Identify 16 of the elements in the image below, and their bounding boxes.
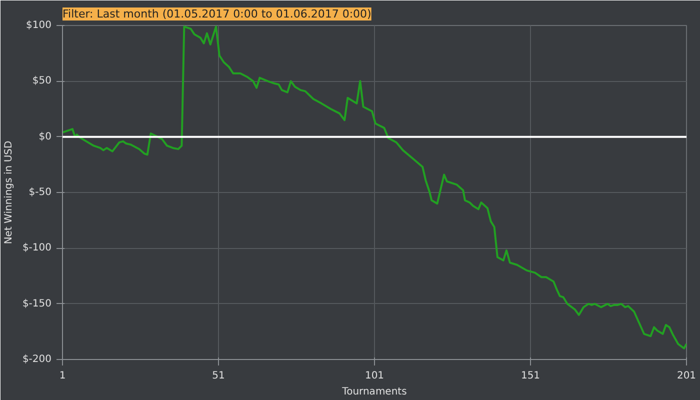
x-tick-label: 201: [676, 370, 696, 382]
y-tick-label: $-150: [22, 298, 52, 310]
x-tick-label: 101: [364, 370, 384, 382]
y-tick-label: $-50: [28, 187, 52, 198]
x-tick-label: 151: [520, 370, 540, 382]
line-series: [62, 26, 686, 350]
y-tick-label: $-100: [22, 242, 52, 254]
x-tick-label: 51: [212, 370, 225, 382]
y-tick-label: $0: [38, 131, 52, 142]
y-tick-label: $-200: [22, 354, 52, 365]
y-tick-label: $50: [32, 76, 52, 87]
y-tick-label: $100: [26, 20, 52, 31]
y-axis-title: Net Winnings in USD: [3, 140, 14, 244]
chart-title: Filter: Last month (01.05.2017 0:00 to 01.06.2017 0:00): [62, 8, 372, 20]
x-tick-label: 1: [59, 370, 66, 382]
x-axis-title: Tournaments: [341, 386, 407, 398]
